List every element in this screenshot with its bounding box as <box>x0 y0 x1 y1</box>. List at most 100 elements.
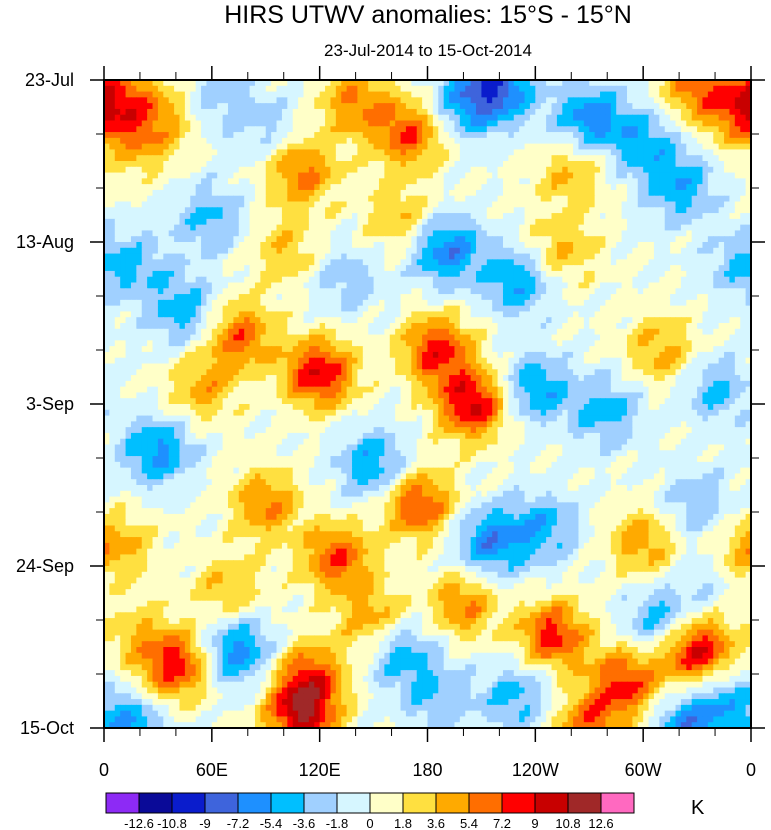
heatmap-cell <box>686 120 693 127</box>
heatmap-cell <box>605 149 612 156</box>
heatmap-cell <box>729 108 736 116</box>
heatmap-cell <box>653 195 660 203</box>
heatmap-cell <box>594 178 601 185</box>
heatmap-cell <box>335 265 342 272</box>
heatmap-cell <box>600 80 607 87</box>
heatmap-cell <box>427 207 434 214</box>
heatmap-cell <box>680 230 687 237</box>
heatmap-cell <box>535 230 542 237</box>
heatmap-cell <box>724 270 731 278</box>
heatmap-cell <box>190 103 197 110</box>
heatmap-cell <box>120 270 127 278</box>
heatmap-cell <box>432 270 439 278</box>
heatmap-cell <box>201 132 208 139</box>
heatmap-cell <box>276 213 283 220</box>
heatmap-cell <box>260 126 267 133</box>
heatmap-cell <box>476 242 483 249</box>
heatmap-cell <box>357 137 364 145</box>
heatmap-cell <box>395 103 402 110</box>
heatmap-cell <box>292 143 299 151</box>
heatmap-cell <box>486 259 493 266</box>
heatmap-cell <box>567 242 574 249</box>
heatmap-cell <box>680 103 687 110</box>
heatmap-cell <box>454 126 461 133</box>
heatmap-cell <box>648 178 655 185</box>
heatmap-cell <box>233 184 240 191</box>
heatmap-cell <box>492 201 499 208</box>
heatmap-cell <box>405 126 412 133</box>
heatmap-cell <box>389 166 396 174</box>
heatmap-cell <box>378 120 385 127</box>
heatmap-cell <box>707 282 714 289</box>
heatmap-cell <box>384 172 391 179</box>
heatmap-cell <box>373 132 380 139</box>
heatmap-cell <box>405 166 412 174</box>
heatmap-cell <box>141 242 148 249</box>
heatmap-cell <box>610 305 617 313</box>
heatmap-cell <box>281 213 288 220</box>
heatmap-cell <box>578 137 585 145</box>
heatmap-cell <box>109 201 116 208</box>
heatmap-cell <box>405 85 412 93</box>
heatmap-cell <box>195 103 202 110</box>
heatmap-cell <box>276 155 283 162</box>
heatmap-cell <box>707 299 714 307</box>
heatmap-cell <box>734 178 741 185</box>
heatmap-cell <box>254 230 261 237</box>
heatmap-cell <box>621 299 628 307</box>
heatmap-cell <box>384 247 391 255</box>
heatmap-cell <box>168 282 175 289</box>
heatmap-cell <box>157 161 164 168</box>
heatmap-cell <box>449 80 456 87</box>
heatmap-cell <box>605 184 612 191</box>
heatmap-cell <box>174 317 181 324</box>
heatmap-cell <box>211 294 218 301</box>
heatmap-cell <box>378 213 385 220</box>
heatmap-cell <box>535 178 542 185</box>
heatmap-cell <box>373 80 380 87</box>
heatmap-cell <box>551 189 558 197</box>
heatmap-cell <box>260 265 267 272</box>
heatmap-cell <box>416 97 423 104</box>
heatmap-cell <box>556 236 563 243</box>
heatmap-cell <box>702 294 709 301</box>
heatmap-cell <box>594 166 601 174</box>
heatmap-cell <box>265 276 272 284</box>
heatmap-cell <box>157 311 164 318</box>
heatmap-cell <box>341 166 348 174</box>
heatmap-cell <box>486 224 493 232</box>
heatmap-cell <box>303 103 310 110</box>
heatmap-cell <box>190 230 197 237</box>
heatmap-cell <box>702 305 709 313</box>
heatmap-cell <box>729 230 736 237</box>
heatmap-cell <box>508 120 515 127</box>
heatmap-cell <box>594 80 601 87</box>
heatmap-cell <box>109 155 116 162</box>
heatmap-cell <box>244 103 251 110</box>
heatmap-cell <box>222 172 229 179</box>
heatmap-cell <box>427 103 434 110</box>
heatmap-cell <box>211 311 218 318</box>
heatmap-cell <box>702 311 709 318</box>
heatmap-cell <box>513 85 520 93</box>
heatmap-cell <box>659 108 666 116</box>
heatmap-cell <box>519 189 526 197</box>
heatmap-cell <box>201 126 208 133</box>
heatmap-cell <box>616 108 623 116</box>
heatmap-cell <box>605 305 612 313</box>
heatmap-cell <box>605 97 612 104</box>
heatmap-cell <box>546 201 553 208</box>
heatmap-cell <box>179 294 186 301</box>
heatmap-cell <box>211 137 218 145</box>
heatmap-cell <box>702 247 709 255</box>
heatmap-cell <box>540 253 547 260</box>
heatmap-cell <box>147 120 154 127</box>
heatmap-cell <box>228 276 234 284</box>
heatmap-cell <box>335 242 342 249</box>
heatmap-cell <box>583 161 590 168</box>
heatmap-cell <box>400 189 407 197</box>
heatmap-cell <box>449 137 456 145</box>
heatmap-cell <box>454 195 461 203</box>
heatmap-cell <box>589 265 596 272</box>
heatmap-cell <box>384 114 391 122</box>
